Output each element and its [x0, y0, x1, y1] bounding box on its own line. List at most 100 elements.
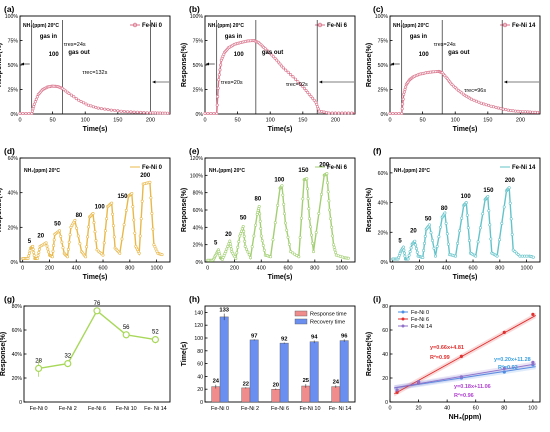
data-point — [306, 90, 310, 94]
data-point — [298, 82, 302, 86]
data-point — [148, 111, 152, 115]
concentration-label: 100 — [274, 177, 285, 183]
gas-in-label: gas in — [40, 34, 58, 40]
data-point — [293, 77, 297, 81]
data-point — [484, 103, 488, 107]
y-tick-label: 20 — [197, 387, 203, 393]
data-point — [494, 105, 498, 109]
x-tick-label: 40 — [444, 406, 450, 412]
data-point — [329, 217, 333, 221]
data-point — [518, 254, 522, 258]
data-point — [27, 251, 31, 255]
y-tick-label: 120 — [194, 323, 203, 329]
data-point — [82, 101, 86, 105]
plot-frame-a — [19, 15, 171, 115]
data-point — [93, 230, 97, 234]
legend-label: Response time — [310, 312, 347, 318]
y-tick-label: 120% — [190, 156, 204, 162]
data-point — [310, 241, 314, 245]
data-point — [289, 250, 293, 254]
data-point — [432, 246, 436, 250]
data-point — [138, 234, 142, 238]
data-point — [254, 223, 258, 227]
data-point — [275, 58, 279, 62]
y-axis-label: Response(%) — [181, 188, 188, 232]
data-point — [101, 253, 105, 257]
y-tick-label: 50% — [193, 63, 204, 69]
data-point — [259, 234, 263, 238]
concentration-label: 100 — [419, 52, 430, 58]
data-point — [158, 111, 162, 115]
legend-label: Fe-Ni 14 — [512, 165, 536, 171]
data-point — [37, 251, 41, 255]
condition-label: NH₃(ppm) 20°C — [24, 168, 60, 174]
data-point — [403, 88, 407, 92]
x-tick-label: 0 — [391, 266, 394, 272]
y-axis-label: Time(s) — [181, 342, 188, 367]
data-point — [32, 254, 36, 258]
panel-label: (b) — [189, 4, 200, 14]
data-point — [314, 231, 318, 235]
data-point — [464, 201, 468, 205]
x-tick-label: 100 — [451, 118, 460, 124]
data-point — [495, 254, 499, 258]
bar-recovery-time — [309, 341, 319, 403]
data-point — [423, 234, 427, 238]
x-axis-label: Time(s) — [268, 126, 293, 133]
condition-label: NH₃(ppm) 20°C — [394, 168, 430, 174]
data-point — [91, 105, 95, 109]
y-tick-label: 40 — [382, 352, 388, 358]
data-point — [93, 307, 101, 315]
data-point — [243, 244, 247, 248]
y-tick-label: 0 — [19, 400, 22, 406]
y-tick-label: 40% — [378, 201, 389, 207]
data-point — [509, 217, 513, 221]
y-tick-label: 80% — [12, 304, 23, 310]
y-tick-label: 140 — [194, 310, 203, 316]
y-tick-label: 75% — [193, 39, 204, 45]
data-point — [73, 218, 77, 222]
y-tick-label: 20% — [378, 230, 389, 236]
data-point — [404, 85, 408, 89]
plot-frame-g — [23, 305, 171, 403]
data-point — [401, 245, 405, 249]
data-point — [414, 243, 418, 247]
data-point — [271, 238, 275, 242]
x-axis-label: Time(s) — [453, 126, 478, 133]
data-point — [496, 106, 500, 110]
data-point — [304, 89, 308, 93]
y-tick-label: 20% — [193, 243, 204, 249]
fit-equation-label: y=0.66x+4.81 — [430, 345, 464, 351]
data-point — [228, 242, 232, 246]
data-point — [502, 205, 506, 209]
data-point — [89, 104, 93, 108]
data-point — [27, 254, 31, 258]
data-point — [324, 111, 328, 115]
data-point — [456, 241, 460, 245]
data-point — [510, 233, 514, 237]
data-point — [131, 205, 135, 209]
data-point — [320, 110, 324, 114]
concentration-label: 100 — [95, 204, 106, 210]
data-point — [421, 255, 425, 259]
data-point — [509, 109, 513, 113]
data-point — [268, 51, 272, 55]
data-point — [343, 111, 347, 115]
data-point — [137, 251, 141, 255]
data-point — [430, 239, 434, 243]
fit-equation-label: y=0.18x+11.06 — [454, 384, 491, 390]
bar-response-time — [271, 389, 281, 403]
x-tick-label: Fe-Ni 0 — [211, 406, 229, 412]
x-tick-label: Fe-Ni 6 — [271, 406, 289, 412]
y-tick-label: 60 — [197, 362, 203, 368]
data-point — [472, 98, 476, 102]
legend-label: Fe-Ni 0 — [142, 23, 163, 29]
condition-label: NH₃(ppm) 20°C — [208, 23, 244, 29]
data-point — [218, 68, 222, 72]
data-point — [78, 242, 82, 246]
panel-label: (i) — [373, 294, 381, 304]
y-tick-label: 0% — [381, 112, 389, 118]
value-label: 32 — [64, 354, 71, 360]
data-point — [307, 207, 311, 211]
data-point — [460, 216, 464, 220]
